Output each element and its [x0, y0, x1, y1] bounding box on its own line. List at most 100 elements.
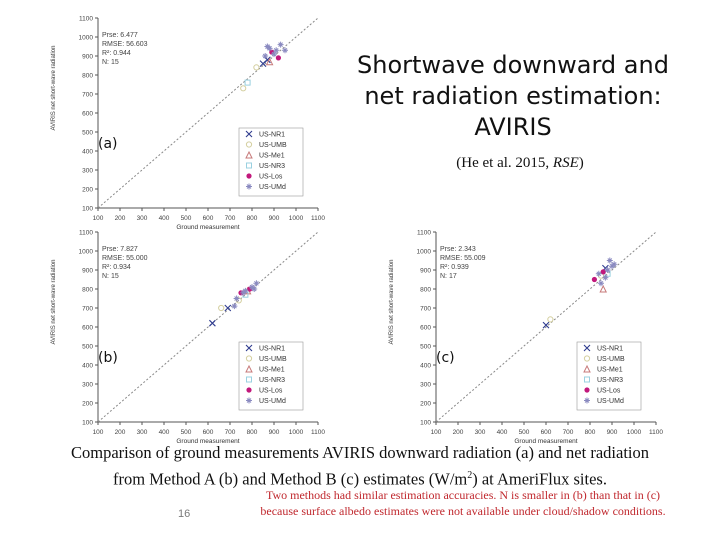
x-tick-label: 1100	[649, 429, 663, 436]
stats-text: Prse: 7.827	[102, 246, 138, 253]
y-tick-label: 600	[420, 325, 431, 332]
data-point	[224, 304, 232, 312]
caption-line-2-a: from Method A (b) and Method B (c) estim…	[113, 469, 468, 489]
legend-label: US-NR1	[259, 346, 285, 353]
stats-text: RMSE: 55.009	[440, 255, 486, 262]
y-tick-label: 1000	[417, 249, 432, 256]
y-tick-label: 400	[82, 363, 93, 370]
legend-label: US-NR3	[597, 377, 623, 384]
x-tick-label: 400	[497, 429, 508, 436]
legend-marker	[246, 173, 252, 179]
legend-label: US-UMd	[259, 184, 286, 191]
panel-label: (a)	[98, 136, 118, 152]
one-to-one-line	[97, 17, 319, 209]
data-point	[609, 263, 615, 270]
x-tick-label: 900	[269, 215, 280, 222]
y-tick-label: 100	[82, 420, 93, 427]
y-tick-label: 1000	[79, 35, 94, 42]
legend-label: US-Me1	[259, 367, 285, 374]
stats-text: R²: 0.934	[102, 264, 131, 271]
page-number: 16	[178, 508, 191, 520]
data-point	[240, 85, 247, 92]
x-tick-label: 500	[181, 429, 192, 436]
x-axis-label: Ground measurement	[514, 438, 577, 444]
slide-title: Shortwave downward and net radiation est…	[338, 50, 688, 143]
caption-superscript: 2	[467, 470, 473, 481]
data-point	[233, 295, 240, 302]
y-axis-label: AVIRIS net short-wave radiation	[51, 260, 57, 345]
legend-marker	[583, 355, 591, 362]
legend-label: US-UMB	[597, 356, 625, 363]
y-tick-label: 500	[420, 344, 431, 351]
y-tick-label: 300	[420, 382, 431, 389]
legend-label: US-NR1	[259, 132, 285, 139]
x-axis-label: Ground measurement	[176, 438, 239, 444]
stats-text: Prse: 6.477	[102, 32, 138, 39]
data-point	[209, 319, 216, 327]
x-tick-label: 400	[159, 215, 170, 222]
y-tick-label: 200	[82, 401, 93, 408]
data-point	[242, 287, 249, 294]
data-point	[244, 79, 251, 86]
x-tick-label: 200	[115, 429, 126, 436]
y-tick-label: 400	[82, 149, 93, 156]
x-tick-label: 700	[563, 429, 574, 436]
y-tick-label: 900	[420, 268, 431, 275]
legend-marker	[584, 397, 590, 404]
legend-label: US-UMd	[597, 398, 624, 405]
data-point	[251, 286, 258, 292]
data-point	[611, 261, 618, 268]
legend-label: US-Los	[597, 388, 621, 395]
scatter-plot-c: 100 200 300 400 500 600 700 800 900 1000 1100 100 20…	[378, 224, 678, 445]
stats-text: R²: 0.939	[440, 264, 469, 271]
legend-box	[576, 341, 642, 411]
legend-label: US-NR3	[259, 163, 285, 170]
stats-text: N: 17	[440, 273, 457, 280]
y-tick-label: 600	[82, 111, 93, 118]
data-point	[264, 43, 271, 50]
x-tick-label: 900	[269, 429, 280, 436]
stats-text: R²: 0.944	[102, 50, 131, 57]
x-tick-label: 500	[519, 429, 530, 436]
data-point	[253, 280, 260, 287]
data-point	[273, 47, 280, 54]
data-point	[240, 289, 247, 296]
data-point	[595, 270, 602, 277]
data-point	[604, 267, 611, 273]
y-tick-label: 1100	[417, 230, 431, 237]
legend-marker	[245, 355, 253, 362]
x-tick-label: 300	[137, 215, 148, 222]
citation-journal: RSE	[552, 155, 579, 171]
data-point	[249, 284, 255, 291]
stats-text: RMSE: 55.000	[102, 255, 148, 262]
legend-label: US-Me1	[597, 367, 623, 374]
y-tick-label: 500	[82, 344, 93, 351]
y-tick-label: 600	[82, 325, 93, 332]
x-tick-label: 800	[585, 429, 596, 436]
x-tick-label: 1000	[289, 215, 304, 222]
y-tick-label: 500	[82, 130, 93, 137]
stats-text: N: 15	[102, 59, 119, 66]
x-tick-label: 500	[181, 215, 192, 222]
data-point	[265, 57, 274, 66]
citation-suffix: )	[578, 155, 584, 171]
legend-label: US-Me1	[259, 153, 285, 160]
legend-marker	[245, 141, 253, 148]
x-tick-label: 100	[431, 429, 442, 436]
panel-label: (c)	[436, 350, 455, 366]
x-tick-label: 1000	[627, 429, 642, 436]
scatter-plot-b: 100 200 300 400 500 600 700 800 900 1000 1100 100 20…	[40, 224, 340, 445]
x-tick-label: 900	[607, 429, 618, 436]
legend: US-NR1 US-UMB US-Me1 US-NR3 US-Los US-UMd	[576, 341, 642, 411]
legend-label: US-NR3	[259, 377, 285, 384]
legend-marker	[246, 183, 252, 190]
y-tick-label: 300	[82, 382, 93, 389]
y-tick-label: 700	[82, 92, 93, 99]
y-tick-label: 1100	[79, 230, 93, 237]
y-tick-label: 700	[420, 306, 431, 313]
legend-label: US-UMB	[259, 356, 287, 363]
y-tick-label: 800	[82, 73, 93, 80]
y-axis-label: AVIRIS net short-wave radiation	[51, 46, 57, 131]
data-point	[266, 45, 273, 52]
data-point	[598, 280, 604, 287]
